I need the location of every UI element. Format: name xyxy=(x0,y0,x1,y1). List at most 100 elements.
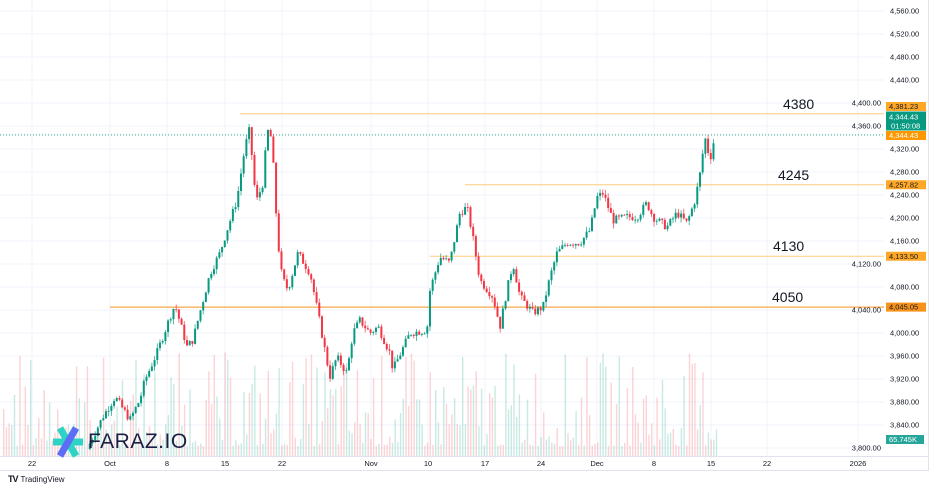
volume-bar xyxy=(524,439,526,456)
candle-body xyxy=(626,214,629,216)
candle-body xyxy=(455,225,458,243)
volume-bar xyxy=(329,389,332,456)
volume-bar xyxy=(289,382,291,456)
volume-bar xyxy=(121,380,124,456)
tradingview-brand[interactable]: TV TradingView xyxy=(8,474,65,484)
volume-bar xyxy=(534,373,537,456)
volume-bar xyxy=(588,415,591,456)
price-tick-label: 4,360.00 xyxy=(852,122,881,131)
time-axis[interactable]: 22 Oct 8 15 22 Nov 10 17 24 Dec 8 15 22 2026 xyxy=(28,459,867,468)
horizontal-levels[interactable]: 4380 4245 4130 4050 xyxy=(110,96,884,308)
candle-body xyxy=(607,197,610,209)
price-tick-label: 4,520.00 xyxy=(890,30,919,39)
time-tick-label: 22 xyxy=(278,459,286,468)
price-tick-label: 4,440.00 xyxy=(890,76,919,85)
candle-body xyxy=(175,308,178,310)
candle-body xyxy=(709,152,712,160)
price-tick-label: 4,480.00 xyxy=(890,53,919,62)
candle-body xyxy=(485,288,488,293)
volume-bar xyxy=(640,442,642,456)
candle-body xyxy=(631,217,634,221)
volume-bar xyxy=(208,371,210,456)
candle-body xyxy=(320,316,323,338)
last-price-badge-2 xyxy=(886,131,926,140)
volume-bar xyxy=(570,440,572,456)
volume-bar xyxy=(443,387,445,456)
volume-bar xyxy=(648,434,650,456)
volume-bar xyxy=(345,363,348,456)
candle-body xyxy=(474,236,477,257)
volume-bar xyxy=(416,399,418,456)
volume-bar xyxy=(227,359,229,456)
time-tick-label: 2026 xyxy=(850,459,867,468)
volume-bar xyxy=(38,417,40,456)
candle-body xyxy=(696,186,699,205)
volume-bar xyxy=(165,424,167,456)
volume-bar xyxy=(526,399,529,456)
candle-body xyxy=(188,341,191,346)
volume-badge-text: 65.745K xyxy=(889,435,917,444)
candle-body xyxy=(104,411,107,419)
volume-bar xyxy=(624,442,626,456)
volume-bar xyxy=(48,402,51,456)
candle-body xyxy=(248,127,251,140)
price-tick-label: 4,120.00 xyxy=(852,260,881,269)
price-tick-label: 4,080.00 xyxy=(890,283,919,292)
tradingview-label: TradingView xyxy=(20,474,65,484)
volume-bar xyxy=(192,442,194,456)
volume-bar xyxy=(386,444,388,456)
volume-bar xyxy=(486,434,488,456)
candle-body xyxy=(326,347,329,366)
volume-bar xyxy=(146,432,148,456)
volume-bar xyxy=(181,425,183,456)
volume-bar xyxy=(510,405,512,456)
candle-body xyxy=(447,258,450,261)
volume-bar xyxy=(51,440,53,456)
volume-bar xyxy=(545,439,548,456)
volume-bar xyxy=(256,445,259,456)
candle-body xyxy=(453,242,456,252)
price-axis[interactable]: 4,560.00 4,520.00 4,480.00 4,440.00 4,400.00… xyxy=(852,7,919,453)
volume-bar xyxy=(324,372,326,456)
volume-bar xyxy=(491,397,494,456)
candle-body xyxy=(88,443,91,450)
candle-body xyxy=(509,274,512,281)
volume-bar xyxy=(497,445,499,456)
candle-body xyxy=(539,307,542,311)
candle-body xyxy=(123,407,126,410)
volume-bar xyxy=(24,386,26,456)
candle-body xyxy=(515,269,518,283)
time-tick-label: 10 xyxy=(424,459,432,468)
time-tick-label: 17 xyxy=(481,459,489,468)
candle-body xyxy=(207,278,210,293)
volume-bar xyxy=(529,444,531,456)
volume-bar xyxy=(148,425,151,456)
candle-body xyxy=(140,395,143,404)
price-tick-label: 4,320.00 xyxy=(890,145,919,154)
candle-body xyxy=(704,138,707,154)
volume-bar xyxy=(567,433,569,456)
time-tick-label: Dec xyxy=(590,459,604,468)
candle-body xyxy=(342,364,345,371)
volume-bar xyxy=(451,414,453,456)
candle-body xyxy=(129,416,132,420)
volume-bar xyxy=(248,393,251,456)
volume-bar xyxy=(278,367,280,456)
volume-bar xyxy=(675,444,677,456)
candle-body xyxy=(426,326,429,334)
volume-bar xyxy=(186,445,188,456)
candle-body xyxy=(218,252,221,258)
candle-body xyxy=(590,217,593,231)
candle-body xyxy=(682,213,685,219)
volume-bar xyxy=(173,384,175,456)
candle-body xyxy=(164,332,167,341)
candle-body xyxy=(115,398,118,401)
volume-bar xyxy=(183,404,186,456)
volume-bar xyxy=(318,444,321,456)
candle-body xyxy=(374,327,377,332)
candle-body xyxy=(285,279,288,289)
volume-bar xyxy=(426,442,429,456)
candle-body xyxy=(712,143,715,160)
volume-bar xyxy=(283,443,286,456)
